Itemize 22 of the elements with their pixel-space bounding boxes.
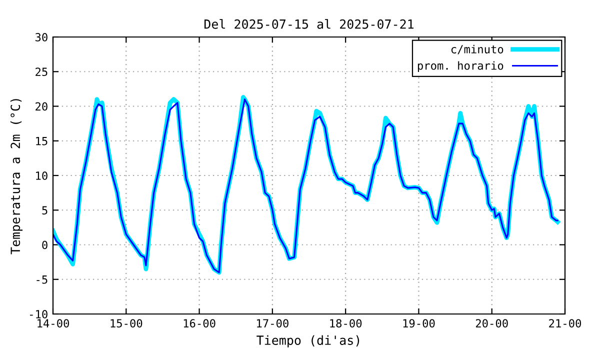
y-tick-label: 0 [42,240,48,250]
y-tick-label: -5 [36,276,48,284]
x-tick-label: 14-00 [38,319,70,328]
y-tick-label: 20 [36,102,48,111]
y-tick-label: -10 [30,310,48,318]
y-tick-label: 30 [36,33,48,42]
x-tick-label: 20-00 [476,319,508,328]
y-tick-label: 10 [36,172,48,180]
y-tick-label: 15 [36,137,48,146]
x-tick-label: 18-00 [330,319,362,328]
x-tick-label: 16-00 [184,319,216,328]
legend-label: c/minuto [451,44,504,54]
y-axis-title: Temperatura a 2m (°C) [10,99,23,254]
legend-label: prom. horario [418,61,504,72]
x-tick-label: 15-00 [110,319,142,328]
y-tick-label: 5 [42,206,48,215]
x-axis-title: Tiempo (di'as) [256,335,360,348]
x-tick-label: 21-00 [549,319,582,328]
y-tick-label: 25 [36,68,48,76]
x-tick-label: 19-00 [403,319,435,328]
x-tick-label: 17-00 [257,319,288,328]
chart-title: Del 2025-07-15 al 2025-07-21 [204,19,414,29]
